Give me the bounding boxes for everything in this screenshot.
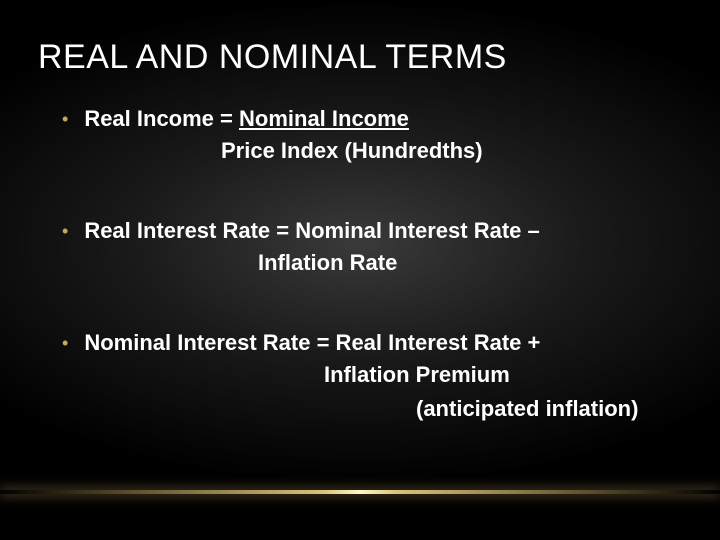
bullet-line2: Inflation Rate — [62, 249, 682, 277]
bullet-item-1: • Real Income = Nominal Income Price Ind… — [62, 105, 682, 165]
slide-title: REAL AND NOMINAL TERMS — [38, 38, 682, 77]
bullet-line1: Real Income = Nominal Income — [84, 105, 409, 133]
bullet-item-3: • Nominal Interest Rate = Real Interest … — [62, 329, 682, 423]
bullet-line3: (anticipated inflation) — [62, 395, 682, 423]
bullet-icon: • — [62, 105, 68, 133]
bullet-line1: Nominal Interest Rate = Real Interest Ra… — [84, 329, 540, 357]
bullet-line1: Real Interest Rate = Nominal Interest Ra… — [84, 217, 539, 245]
bullet-line2: Price Index (Hundredths) — [62, 137, 682, 165]
text-underlined: Nominal Income — [239, 106, 409, 131]
slide: REAL AND NOMINAL TERMS • Real Income = N… — [0, 0, 720, 540]
bullet-icon: • — [62, 329, 68, 357]
bullet-line2: Inflation Premium — [62, 361, 682, 389]
bullet-item-2: • Real Interest Rate = Nominal Interest … — [62, 217, 682, 277]
decorative-rule — [0, 490, 720, 494]
text-prefix: Real Income = — [84, 106, 239, 131]
slide-content: • Real Income = Nominal Income Price Ind… — [38, 105, 682, 423]
bullet-icon: • — [62, 217, 68, 245]
